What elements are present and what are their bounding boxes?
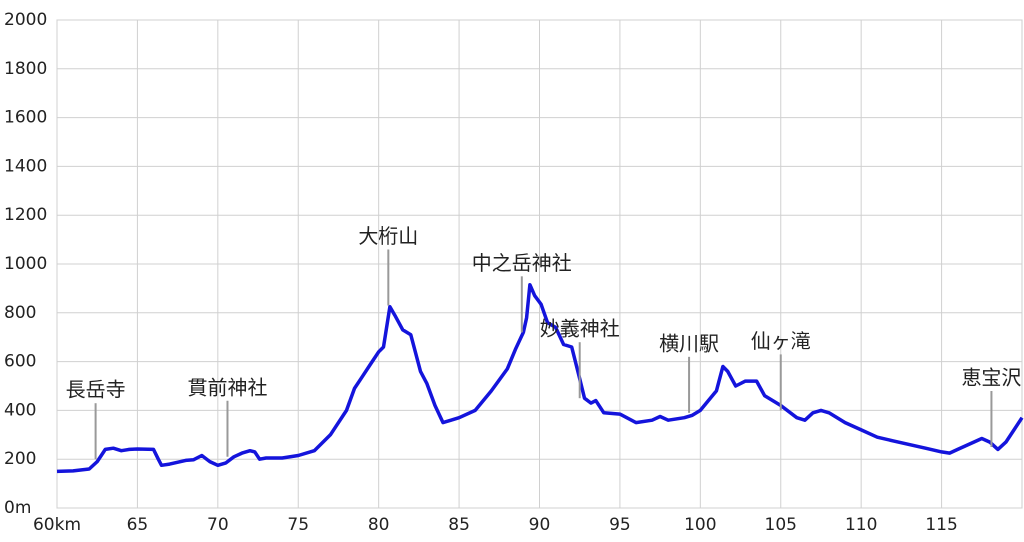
annotation: 横川駅	[659, 331, 719, 355]
x-tick-label: 100	[684, 515, 716, 535]
elevation-line	[56, 282, 1024, 474]
x-tick-label: 110	[845, 515, 877, 535]
y-tick-label: 1400	[4, 156, 47, 176]
annotation: 中之岳神社	[472, 251, 572, 275]
y-tick-label: 1200	[4, 205, 47, 225]
y-tick-label: 1600	[4, 108, 47, 128]
y-tick-label: 200	[4, 449, 36, 469]
annotation: 恵宝沢	[961, 366, 1021, 390]
x-tick-label: 105	[765, 515, 797, 535]
annotation: 長岳寺	[66, 378, 126, 402]
y-tick-label: 600	[4, 352, 36, 372]
y-tick-label: 1800	[4, 59, 47, 79]
y-tick-label: 1000	[4, 254, 47, 274]
x-tick-label: 70	[207, 515, 229, 535]
x-tick-label: 75	[287, 515, 309, 535]
y-tick-label: 800	[4, 303, 36, 323]
annotation: 仙ヶ滝	[751, 329, 811, 353]
annotation: 妙義神社	[540, 317, 620, 341]
annotation: 大桁山	[358, 224, 418, 248]
x-tick-label: 60km	[33, 515, 81, 535]
x-tick-label: 80	[368, 515, 390, 535]
x-tick-label: 90	[529, 515, 551, 535]
x-tick-label: 95	[609, 515, 631, 535]
x-tick-label: 115	[925, 515, 957, 535]
x-tick-label: 65	[127, 515, 149, 535]
x-tick-label: 85	[448, 515, 470, 535]
y-tick-label: 400	[4, 400, 36, 420]
annotation: 貫前神社	[187, 375, 267, 399]
y-tick-label: 2000	[4, 10, 47, 30]
y-tick-label: 0m	[4, 498, 31, 518]
